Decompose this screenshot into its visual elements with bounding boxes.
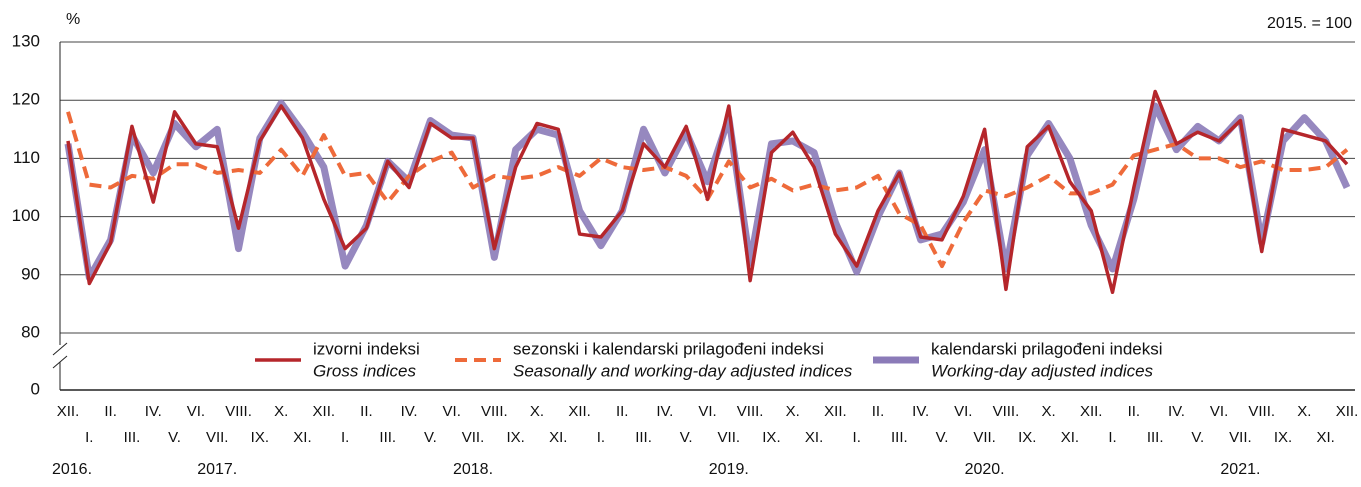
x-tick-label: III. [1147,429,1164,446]
x-tick-label: IX. [506,429,524,446]
x-tick-label: X. [274,403,288,420]
year-label: 2016. [52,461,92,478]
x-tick-label: XI. [549,429,567,446]
x-tick-label: XII. [57,403,80,420]
series-line [64,99,1351,282]
x-tick-label: VII. [1229,429,1252,446]
x-tick-label: IX. [762,429,780,446]
year-label: 2019. [709,461,749,478]
y-tick-label: 100 [12,206,40,225]
x-tick-label: X. [530,403,544,420]
x-tick-label: III. [635,429,652,446]
year-label: 2018. [453,461,493,478]
x-tick-label: IX. [1274,429,1292,446]
x-tick-label: X. [1041,403,1055,420]
legend-label: sezonski i kalendarski prilagođeni indek… [513,339,824,358]
x-tick-label: VI. [1210,403,1228,420]
x-tick-label: VI. [954,403,972,420]
x-tick-label: V. [1191,429,1204,446]
x-tick-label: IV. [145,403,162,420]
x-tick-label: II. [360,403,373,420]
x-tick-label: XII. [824,403,847,420]
x-tick-label: VII. [462,429,485,446]
x-tick-label: II. [872,403,885,420]
x-tick-label: VII. [718,429,741,446]
x-tick-label: XII. [1080,403,1103,420]
x-tick-label: IX. [1018,429,1036,446]
x-tick-label: VI. [187,403,205,420]
y-tick-label: 90 [21,264,40,283]
x-tick-label: V. [936,429,949,446]
x-tick-label: I. [341,429,349,446]
x-tick-label: II. [616,403,629,420]
x-tick-label: I. [1108,429,1116,446]
x-tick-label: XI. [805,429,823,446]
year-label: 2021. [1220,461,1260,478]
legend-bg [451,338,856,384]
x-tick-label: II. [1128,403,1141,420]
x-tick-label: XI. [293,429,311,446]
y-tick-label: 120 [12,90,40,109]
x-tick-label: XI. [1317,429,1335,446]
y-tick-label: 130 [12,31,40,50]
x-tick-label: XII. [1336,403,1359,420]
legend-label-en: Working-day adjusted indices [931,361,1154,380]
x-tick-label: V. [424,429,437,446]
x-tick-label: I. [597,429,605,446]
x-tick-label: III. [379,429,396,446]
x-tick-label: XII. [313,403,336,420]
x-tick-label: V. [168,429,181,446]
y-tick-label: 0 [31,379,40,398]
year-label: 2017. [197,461,237,478]
x-tick-label: I. [853,429,861,446]
x-tick-label: X. [786,403,800,420]
y-tick-label: 110 [13,148,40,167]
legend-label-en: Gross indices [313,361,416,380]
x-tick-label: IV. [1168,403,1185,420]
x-tick-label: IV. [401,403,418,420]
x-tick-label: III. [891,429,908,446]
x-tick-label: VI. [698,403,716,420]
axis-break [52,342,68,356]
x-tick-label: VIII. [993,403,1020,420]
x-tick-label: VI. [443,403,461,420]
legend-label: kalendarski prilagođeni indeksi [931,339,1163,358]
year-label: 2020. [965,461,1005,478]
x-tick-label: VIII. [1248,403,1275,420]
x-tick-label: IX. [251,429,269,446]
base-note: 2015. = 100 [1267,15,1352,32]
axis-break [52,355,68,369]
x-tick-label: II. [104,403,117,420]
x-tick-label: I. [85,429,93,446]
series-line [66,89,1349,295]
legend-label: izvorni indeksi [313,339,420,358]
legend-label-en: Seasonally and working-day adjusted indi… [513,361,853,380]
legend-bg [869,338,1199,384]
x-tick-label: VIII. [225,403,252,420]
x-tick-label: VII. [206,429,229,446]
x-tick-label: IV. [912,403,929,420]
x-tick-label: V. [680,429,693,446]
x-tick-label: X. [1297,403,1311,420]
x-tick-label: III. [124,429,141,446]
x-tick-label: IV. [656,403,673,420]
x-tick-label: XI. [1061,429,1079,446]
x-tick-label: VII. [973,429,996,446]
y-unit: % [66,11,80,28]
x-tick-label: VIII. [481,403,508,420]
y-tick-label: 80 [21,322,40,341]
x-tick-label: VIII. [737,403,764,420]
x-tick-label: XII. [568,403,591,420]
